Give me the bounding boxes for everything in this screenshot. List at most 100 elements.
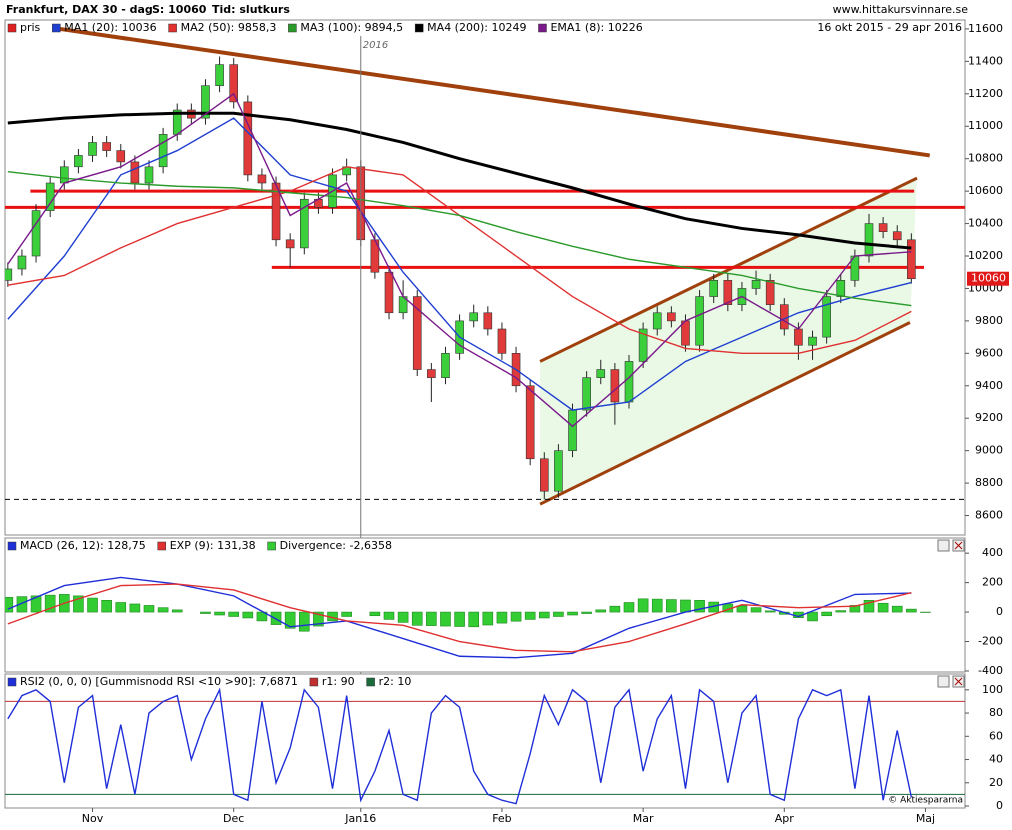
legend-label: Divergence: -2,6358 — [280, 539, 392, 552]
candle-body — [497, 328, 507, 354]
histogram-bar — [87, 597, 98, 613]
x-tick-label: Dec — [223, 812, 244, 825]
y-tick-label: 11000 — [968, 119, 1003, 132]
y-tick-label: 10400 — [968, 217, 1003, 230]
y-tick-label: 60 — [989, 729, 1003, 742]
histogram-bar — [228, 611, 240, 617]
candle-body — [299, 198, 309, 249]
histogram-bar — [143, 605, 155, 613]
y-tick-label: 9000 — [975, 444, 1003, 457]
candle-body — [822, 296, 831, 338]
candle-body — [130, 161, 140, 184]
histogram-bar — [736, 605, 748, 613]
histogram-bar — [468, 611, 480, 628]
candle-body — [102, 142, 111, 151]
y-tick-label: 8800 — [975, 476, 1003, 489]
legend-swatch — [309, 677, 319, 687]
candle-body — [31, 210, 41, 257]
x-tick-label: Feb — [492, 812, 511, 825]
legend-swatch — [7, 23, 17, 33]
candle-body — [384, 271, 394, 314]
panel-frame — [4, 673, 966, 809]
candle-body — [144, 166, 154, 184]
y-tick-label: 8600 — [975, 509, 1003, 522]
y-tick-label: 9400 — [975, 379, 1003, 392]
time-annotation: Tid: slutkurs — [212, 3, 290, 16]
legend-label: MA2 (50): 9858,3 — [181, 21, 277, 34]
candle-body — [483, 312, 493, 330]
x-tick-label: Apr — [775, 812, 795, 825]
series-line — [7, 111, 912, 250]
histogram-bar — [454, 611, 465, 627]
candle-body — [667, 312, 676, 322]
date-range: 16 okt 2015 - 29 apr 2016 — [817, 21, 962, 34]
legend-label: EXP (9): 131,38 — [170, 539, 256, 552]
histogram-bar — [284, 611, 296, 629]
histogram-bar — [482, 611, 494, 626]
candle-body — [243, 101, 253, 176]
legend-label: MACD (26, 12): 128,75 — [20, 539, 146, 552]
histogram-bar — [101, 599, 112, 613]
zoom-button — [937, 539, 950, 552]
histogram-bar — [411, 611, 423, 626]
candle-body — [229, 64, 239, 103]
histogram-bar — [891, 605, 903, 613]
histogram-bar — [567, 611, 578, 616]
plot-area — [5, 576, 931, 659]
histogram-bar — [906, 608, 917, 613]
candle-body — [427, 369, 436, 378]
y-tick-label: 100 — [982, 683, 1003, 696]
x-tick-label: Mar — [633, 812, 654, 825]
candle-body — [751, 280, 761, 289]
candle-body — [638, 328, 648, 362]
candle-body — [652, 312, 662, 330]
y-tick-label: 200 — [982, 576, 1003, 589]
candle-body — [864, 223, 874, 257]
legend-swatch — [7, 677, 17, 687]
trend-line — [539, 321, 911, 506]
x-tick-label: Maj — [916, 812, 935, 825]
candle-body — [17, 255, 27, 270]
legend-swatch — [52, 23, 61, 33]
zoom-button — [937, 675, 950, 688]
candle-body — [907, 239, 916, 280]
histogram-bar — [440, 611, 451, 627]
candle-body — [412, 296, 422, 370]
histogram-bar — [496, 611, 508, 624]
candle-body — [469, 312, 479, 322]
histogram-bar — [129, 603, 141, 613]
histogram-bar — [524, 611, 536, 620]
y-tick-label: 400 — [982, 546, 1003, 559]
candle-body — [285, 239, 295, 249]
candle-body — [794, 328, 803, 346]
histogram-bar — [595, 609, 607, 613]
histogram-bar — [553, 611, 564, 617]
candle-body — [116, 150, 126, 163]
histogram-bar — [637, 598, 649, 613]
legend-label: MA3 (100): 9894,5 — [300, 21, 403, 34]
legend-swatch — [414, 23, 424, 33]
x-tick-label: Nov — [82, 812, 104, 825]
candle-body — [709, 280, 719, 297]
chart-title: Frankfurt, DAX 30 - dag — [6, 3, 153, 16]
candle-body — [892, 231, 902, 241]
candle-body — [74, 155, 83, 168]
y-tick-label: 11600 — [968, 22, 1003, 35]
candle-body — [723, 280, 733, 305]
histogram-bar — [214, 611, 225, 616]
plot-area — [5, 26, 965, 506]
y-tick-label: 9800 — [975, 314, 1003, 327]
year-label: 2016 — [363, 40, 388, 51]
histogram-bar — [821, 611, 832, 617]
candle-body — [695, 296, 704, 346]
y-tick-label: 40 — [989, 753, 1003, 766]
legend-swatch — [267, 541, 276, 551]
legend-label: r1: 90 — [322, 675, 355, 688]
candle-body — [836, 280, 846, 297]
y-tick-label: -200 — [978, 635, 1003, 648]
histogram-bar — [171, 609, 183, 613]
histogram-bar — [877, 602, 889, 613]
series-line — [7, 170, 912, 307]
histogram-bar — [750, 607, 762, 613]
